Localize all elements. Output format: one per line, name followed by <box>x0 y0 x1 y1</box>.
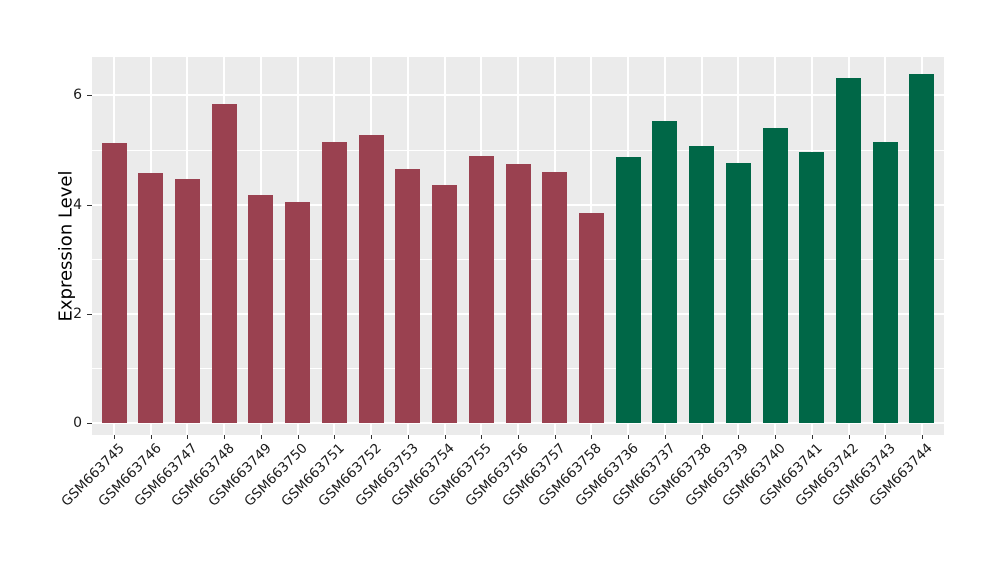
bar <box>542 172 568 423</box>
y-tick-label: 6 <box>73 87 82 104</box>
bar <box>725 162 751 423</box>
bar <box>248 194 274 423</box>
y-tick-label: 0 <box>73 415 82 431</box>
x-axis-tick <box>554 435 556 439</box>
x-axis-tick <box>224 435 226 439</box>
bar <box>689 146 715 423</box>
y-tick-label: 2 <box>73 305 82 322</box>
x-axis-tick <box>444 435 446 439</box>
x-axis-tick <box>371 435 373 439</box>
bar <box>211 104 237 423</box>
y-axis-tick <box>87 204 92 206</box>
bar <box>836 78 862 423</box>
x-axis-tick <box>407 435 409 439</box>
bar <box>872 141 898 423</box>
bar <box>174 179 200 423</box>
bar <box>652 121 678 423</box>
y-axis-title: Expression Level <box>55 170 77 322</box>
x-axis-tick <box>628 435 630 439</box>
bar <box>505 164 531 423</box>
x-axis-tick <box>848 435 850 439</box>
x-axis-tick <box>518 435 519 439</box>
x-axis-tick <box>591 435 593 439</box>
bar <box>395 169 421 423</box>
bar <box>285 202 311 423</box>
x-axis-tick <box>664 435 666 439</box>
bar <box>138 173 164 423</box>
y-axis-tick <box>87 313 92 315</box>
x-axis-tick <box>481 435 483 439</box>
x-axis-tick <box>775 435 777 439</box>
bar <box>101 143 127 423</box>
bar <box>799 152 825 423</box>
x-axis-tick <box>921 435 923 439</box>
x-axis-tick <box>701 435 703 439</box>
x-axis-tick <box>334 435 336 439</box>
x-axis-tick <box>187 435 189 439</box>
x-axis-tick <box>297 435 299 439</box>
x-axis-tick <box>150 435 152 439</box>
bar <box>468 156 494 423</box>
x-axis-tick <box>811 435 813 439</box>
y-axis-tick <box>87 95 92 97</box>
x-axis-tick <box>114 435 116 439</box>
y-tick-label: 4 <box>73 196 82 213</box>
bar <box>615 156 641 423</box>
plot-panel <box>92 57 944 435</box>
x-axis-tick <box>738 435 740 439</box>
bar <box>432 184 458 423</box>
x-axis-tick <box>260 435 262 439</box>
bar <box>358 135 384 423</box>
y-axis-tick <box>87 423 92 424</box>
bar <box>578 213 604 423</box>
bar <box>909 74 935 423</box>
bar <box>762 128 788 423</box>
x-axis-tick <box>885 435 887 439</box>
bar <box>321 142 347 423</box>
